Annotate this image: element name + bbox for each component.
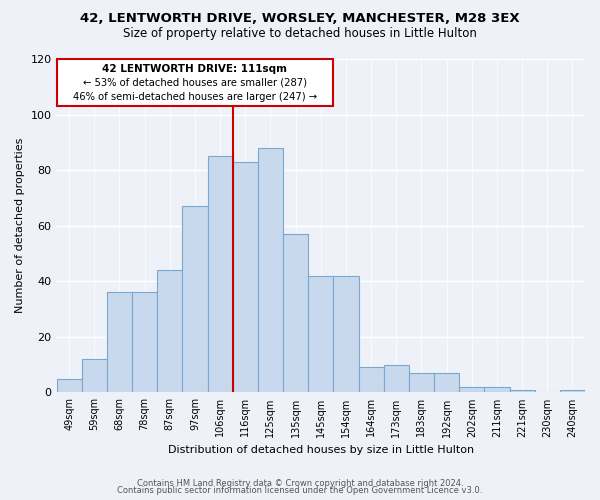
Bar: [258, 148, 283, 392]
Bar: [208, 156, 233, 392]
Bar: [132, 292, 157, 392]
Text: 46% of semi-detached houses are larger (247) →: 46% of semi-detached houses are larger (…: [73, 92, 317, 102]
Text: Contains HM Land Registry data © Crown copyright and database right 2024.: Contains HM Land Registry data © Crown c…: [137, 478, 463, 488]
Bar: [434, 373, 459, 392]
Bar: [283, 234, 308, 392]
Bar: [82, 359, 107, 392]
Bar: [56, 59, 334, 106]
Text: Contains public sector information licensed under the Open Government Licence v3: Contains public sector information licen…: [118, 486, 482, 495]
Bar: [182, 206, 208, 392]
Text: 42, LENTWORTH DRIVE, WORSLEY, MANCHESTER, M28 3EX: 42, LENTWORTH DRIVE, WORSLEY, MANCHESTER…: [80, 12, 520, 26]
Bar: [107, 292, 132, 392]
Y-axis label: Number of detached properties: Number of detached properties: [15, 138, 25, 314]
Bar: [459, 387, 484, 392]
Bar: [308, 276, 334, 392]
Bar: [157, 270, 182, 392]
Bar: [334, 276, 359, 392]
Text: Size of property relative to detached houses in Little Hulton: Size of property relative to detached ho…: [123, 28, 477, 40]
X-axis label: Distribution of detached houses by size in Little Hulton: Distribution of detached houses by size …: [168, 445, 474, 455]
Bar: [509, 390, 535, 392]
Text: 42 LENTWORTH DRIVE: 111sqm: 42 LENTWORTH DRIVE: 111sqm: [103, 64, 287, 74]
Bar: [484, 387, 509, 392]
Bar: [409, 373, 434, 392]
Text: ← 53% of detached houses are smaller (287): ← 53% of detached houses are smaller (28…: [83, 78, 307, 88]
Bar: [560, 390, 585, 392]
Bar: [359, 368, 383, 392]
Bar: [56, 378, 82, 392]
Bar: [233, 162, 258, 392]
Bar: [383, 364, 409, 392]
